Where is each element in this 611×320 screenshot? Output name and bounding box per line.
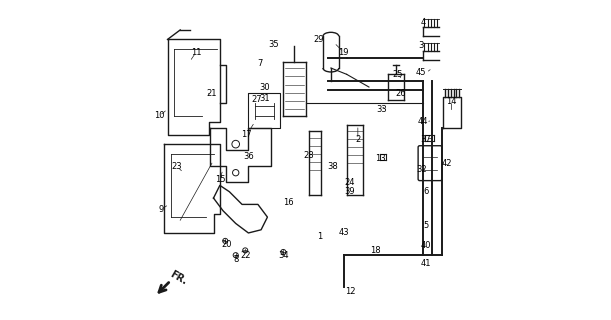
Text: 22: 22 <box>240 251 251 260</box>
Text: 13: 13 <box>375 154 386 163</box>
Text: 2: 2 <box>355 135 360 144</box>
Text: 26: 26 <box>395 89 406 98</box>
Text: 40: 40 <box>421 241 431 250</box>
Text: 21: 21 <box>207 89 217 98</box>
Text: 4: 4 <box>420 18 425 27</box>
Text: 41: 41 <box>421 259 431 268</box>
Text: 14: 14 <box>446 97 456 106</box>
Text: 27: 27 <box>251 95 262 104</box>
Text: 15: 15 <box>214 174 225 184</box>
Text: 34: 34 <box>278 251 288 260</box>
Text: 11: 11 <box>191 48 201 57</box>
Text: 38: 38 <box>327 162 338 171</box>
Text: 29: 29 <box>313 35 323 44</box>
Text: 19: 19 <box>338 48 349 57</box>
Text: 31: 31 <box>259 94 269 103</box>
Text: 43: 43 <box>338 228 349 237</box>
Text: FR.: FR. <box>169 269 189 287</box>
Text: 9: 9 <box>158 205 164 214</box>
Text: 23: 23 <box>172 162 182 171</box>
Text: 12: 12 <box>345 287 355 296</box>
Text: 10: 10 <box>155 111 165 120</box>
Text: 36: 36 <box>243 152 254 161</box>
Text: 30: 30 <box>259 83 269 92</box>
Text: 25: 25 <box>392 70 403 79</box>
Text: 44: 44 <box>418 117 428 126</box>
Text: 42: 42 <box>441 159 452 168</box>
Text: 16: 16 <box>283 198 293 207</box>
Text: 28: 28 <box>303 151 314 160</box>
Text: 18: 18 <box>370 246 381 255</box>
Text: 35: 35 <box>268 40 279 49</box>
Text: 32: 32 <box>416 165 426 174</box>
Text: 37: 37 <box>420 135 431 144</box>
Text: 33: 33 <box>376 105 387 114</box>
Text: 39: 39 <box>345 187 355 196</box>
Text: 24: 24 <box>345 178 355 187</box>
Text: 17: 17 <box>241 130 252 139</box>
Text: 7: 7 <box>257 59 262 68</box>
Text: 20: 20 <box>221 240 232 249</box>
Text: 5: 5 <box>423 220 429 229</box>
Text: 3: 3 <box>419 41 424 50</box>
Text: 45: 45 <box>416 68 426 77</box>
Text: 8: 8 <box>233 255 238 264</box>
Text: 6: 6 <box>423 187 429 196</box>
Text: 1: 1 <box>317 232 323 241</box>
